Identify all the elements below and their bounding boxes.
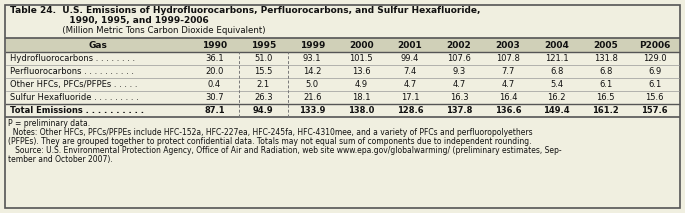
Text: 161.2: 161.2	[593, 106, 619, 115]
Text: 26.3: 26.3	[254, 93, 273, 102]
Text: 16.4: 16.4	[499, 93, 517, 102]
Text: 2.1: 2.1	[257, 80, 270, 89]
Text: 4.9: 4.9	[355, 80, 368, 89]
Text: 137.8: 137.8	[446, 106, 472, 115]
Bar	[6, 38, 679, 52]
Text: 36.1: 36.1	[205, 54, 224, 63]
Text: (PFPEs). They are grouped together to protect confidential data. Totals may not : (PFPEs). They are grouped together to pr…	[8, 137, 532, 146]
Text: 2004: 2004	[545, 40, 569, 49]
Text: 101.5: 101.5	[349, 54, 373, 63]
Text: 17.1: 17.1	[401, 93, 419, 102]
Text: 7.4: 7.4	[403, 67, 416, 76]
Text: Sulfur Hexafluoride . . . . . . . . .: Sulfur Hexafluoride . . . . . . . . .	[10, 93, 139, 102]
Text: tember and October 2007).: tember and October 2007).	[8, 155, 113, 164]
Text: 4.7: 4.7	[452, 80, 466, 89]
Text: 30.7: 30.7	[205, 93, 224, 102]
Text: Table 24.  U.S. Emissions of Hydrofluorocarbons, Perfluorocarbons, and Sulfur He: Table 24. U.S. Emissions of Hydrofluoroc…	[10, 6, 480, 15]
Text: 133.9: 133.9	[299, 106, 325, 115]
Text: 6.8: 6.8	[599, 67, 612, 76]
Text: 129.0: 129.0	[643, 54, 667, 63]
Text: 0.4: 0.4	[208, 80, 221, 89]
Text: 107.6: 107.6	[447, 54, 471, 63]
Text: 15.6: 15.6	[645, 93, 664, 102]
Text: 16.3: 16.3	[449, 93, 469, 102]
Text: 4.7: 4.7	[403, 80, 416, 89]
Text: 7.7: 7.7	[501, 67, 514, 76]
Text: 6.8: 6.8	[550, 67, 564, 76]
Text: 149.4: 149.4	[543, 106, 570, 115]
Text: 13.6: 13.6	[352, 67, 371, 76]
Text: 1990: 1990	[202, 40, 227, 49]
Text: 14.2: 14.2	[303, 67, 321, 76]
Text: 2003: 2003	[495, 40, 520, 49]
Text: 138.0: 138.0	[348, 106, 374, 115]
Text: Notes: Other HFCs, PFCs/PFPEs include HFC-152a, HFC-227ea, HFC-245fa, HFC-4310me: Notes: Other HFCs, PFCs/PFPEs include HF…	[8, 128, 533, 137]
Text: 4.7: 4.7	[501, 80, 514, 89]
Text: 2001: 2001	[398, 40, 423, 49]
Text: 51.0: 51.0	[254, 54, 273, 63]
Text: 5.4: 5.4	[550, 80, 563, 89]
Text: Total Emissions . . . . . . . . . .: Total Emissions . . . . . . . . . .	[10, 106, 144, 115]
Text: Hydrofluorocarbons . . . . . . . .: Hydrofluorocarbons . . . . . . . .	[10, 54, 135, 63]
Text: 15.5: 15.5	[254, 67, 273, 76]
Text: (Million Metric Tons Carbon Dioxide Equivalent): (Million Metric Tons Carbon Dioxide Equi…	[10, 26, 266, 35]
Text: Gas: Gas	[88, 40, 108, 49]
Text: 2000: 2000	[349, 40, 373, 49]
Text: 131.8: 131.8	[594, 54, 618, 63]
Text: 157.6: 157.6	[641, 106, 668, 115]
Text: 18.1: 18.1	[352, 93, 371, 102]
Text: 87.1: 87.1	[204, 106, 225, 115]
Text: 16.2: 16.2	[547, 93, 566, 102]
Text: Perfluorocarbons . . . . . . . . . .: Perfluorocarbons . . . . . . . . . .	[10, 67, 134, 76]
Text: 16.5: 16.5	[597, 93, 615, 102]
Text: 5.0: 5.0	[306, 80, 319, 89]
Text: 2002: 2002	[447, 40, 471, 49]
Text: 1999: 1999	[299, 40, 325, 49]
Text: 121.1: 121.1	[545, 54, 569, 63]
Text: 2005: 2005	[593, 40, 618, 49]
Text: Other HFCs, PFCs/PFPEs . . . . .: Other HFCs, PFCs/PFPEs . . . . .	[10, 80, 138, 89]
Text: 107.8: 107.8	[496, 54, 520, 63]
Text: 20.0: 20.0	[206, 67, 223, 76]
Text: 9.3: 9.3	[452, 67, 466, 76]
Text: 94.9: 94.9	[253, 106, 274, 115]
Text: 1995: 1995	[251, 40, 276, 49]
Text: 6.9: 6.9	[648, 67, 661, 76]
Text: 136.6: 136.6	[495, 106, 521, 115]
Text: 6.1: 6.1	[599, 80, 612, 89]
Text: 128.6: 128.6	[397, 106, 423, 115]
Text: P2006: P2006	[639, 40, 670, 49]
Text: 21.6: 21.6	[303, 93, 321, 102]
Text: 6.1: 6.1	[648, 80, 661, 89]
Text: 93.1: 93.1	[303, 54, 321, 63]
Text: 99.4: 99.4	[401, 54, 419, 63]
Text: P = preliminary data.: P = preliminary data.	[8, 119, 90, 128]
Text: Source: U.S. Environmental Protection Agency, Office of Air and Radiation, web s: Source: U.S. Environmental Protection Ag…	[8, 146, 562, 155]
Text: 1990, 1995, and 1999-2006: 1990, 1995, and 1999-2006	[10, 16, 209, 25]
